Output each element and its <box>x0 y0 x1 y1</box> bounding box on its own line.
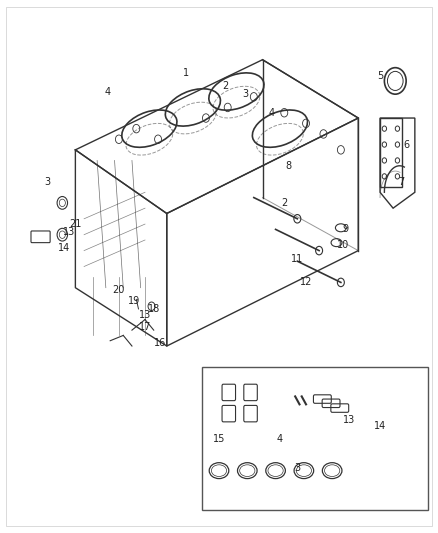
Text: 3: 3 <box>294 463 300 473</box>
Text: 8: 8 <box>286 161 292 171</box>
Text: 1: 1 <box>183 68 189 78</box>
Text: 12: 12 <box>300 277 312 287</box>
Text: 6: 6 <box>403 140 409 150</box>
Text: 7: 7 <box>399 176 405 187</box>
Text: 17: 17 <box>139 322 151 333</box>
Text: 2: 2 <box>223 81 229 91</box>
Text: 13: 13 <box>139 310 151 320</box>
Text: 13: 13 <box>343 415 356 425</box>
Text: 2: 2 <box>281 198 287 208</box>
Text: 14: 14 <box>58 243 71 253</box>
Text: 10: 10 <box>337 240 349 251</box>
Text: 4: 4 <box>105 86 111 96</box>
Text: 21: 21 <box>69 219 81 229</box>
Text: 20: 20 <box>113 285 125 295</box>
Text: 13: 13 <box>63 227 75 237</box>
Text: 3: 3 <box>242 89 248 99</box>
Text: 5: 5 <box>377 70 383 80</box>
Bar <box>201 367 428 511</box>
Text: 18: 18 <box>148 304 160 314</box>
Text: 11: 11 <box>291 254 304 263</box>
Text: 15: 15 <box>213 434 225 444</box>
Text: 4: 4 <box>277 434 283 444</box>
Text: 19: 19 <box>128 296 140 306</box>
Text: 14: 14 <box>374 421 386 431</box>
Text: 16: 16 <box>154 338 166 349</box>
Text: 9: 9 <box>342 224 348 235</box>
Text: 4: 4 <box>268 108 274 118</box>
Text: 3: 3 <box>44 176 50 187</box>
